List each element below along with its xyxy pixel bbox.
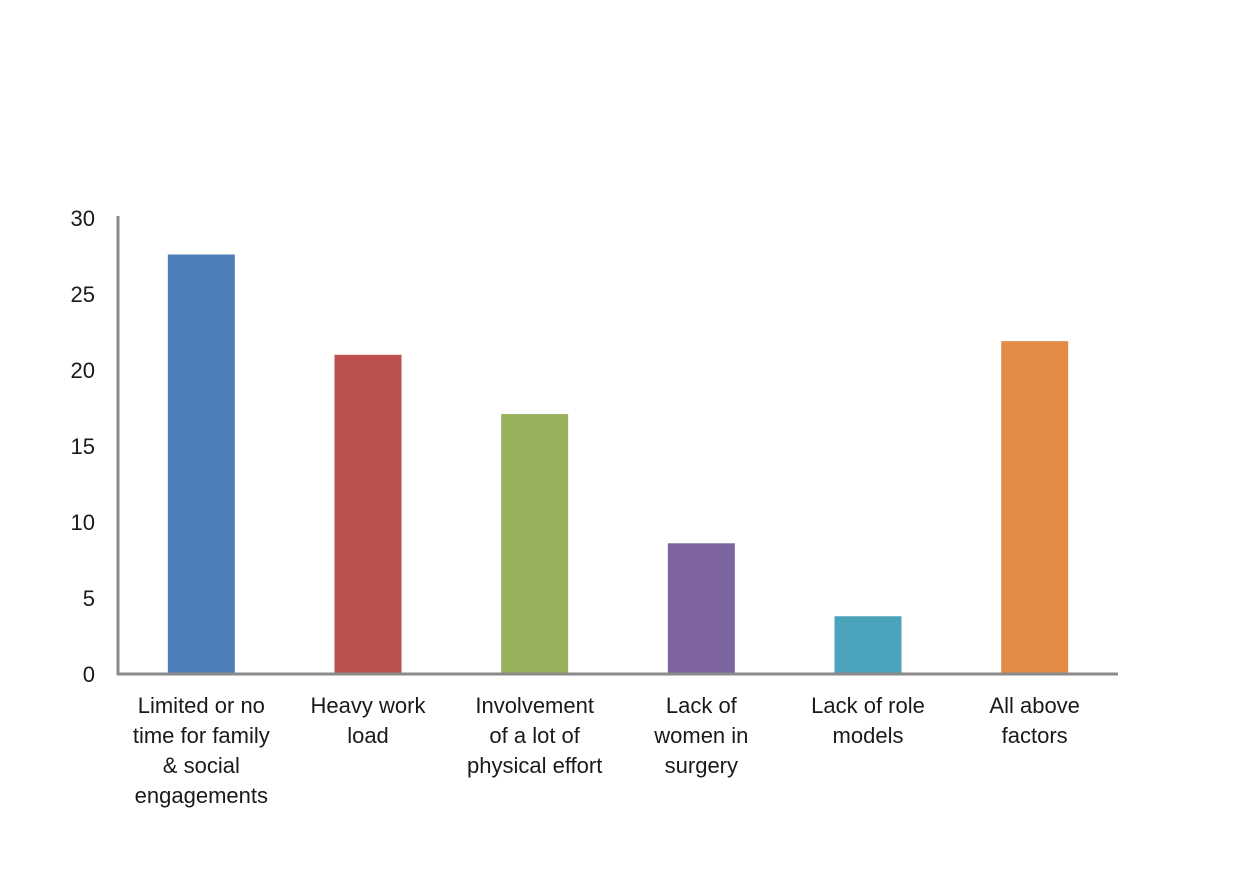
x-tick-label-line: Lack of role (811, 693, 925, 718)
x-tick-label-line: Heavy work (311, 693, 427, 718)
y-tick-label: 10 (71, 510, 95, 535)
y-tick-label: 5 (83, 586, 95, 611)
bar (1001, 341, 1069, 674)
x-tick-label-line: Lack of (666, 693, 738, 718)
bar (501, 414, 569, 674)
x-tick-label-line: Involvement (475, 693, 594, 718)
x-axis-labels: Limited or no time for family & social enga… (133, 693, 1080, 808)
y-tick-label: 30 (71, 206, 95, 231)
x-tick-label-line: engagements (135, 783, 268, 808)
x-tick-label: Lack of women in surgery (653, 693, 748, 778)
x-tick-label-line: & social (163, 753, 240, 778)
bar (667, 543, 735, 674)
x-tick-label-line: Limited or no (138, 693, 265, 718)
x-tick-label: Involvement of a lot of physical effort (467, 693, 602, 778)
y-tick-label: 0 (83, 662, 95, 687)
x-tick-label-line: of a lot of (489, 723, 580, 748)
x-tick-label: Lack of role models (811, 693, 925, 748)
x-tick-label-line: physical effort (467, 753, 602, 778)
x-tick-label: Limited or no time for family & social enga… (133, 693, 270, 808)
x-tick-label-line: time for family (133, 723, 270, 748)
x-tick-label-line: women in (653, 723, 748, 748)
x-tick-label-line: models (833, 723, 904, 748)
y-tick-label: 25 (71, 282, 95, 307)
x-tick-label: All above factors (989, 693, 1080, 748)
bars (167, 254, 1069, 675)
y-axis-ticks: 0 5 10 15 20 25 30 (71, 206, 95, 687)
y-tick-label: 20 (71, 358, 95, 383)
bar (334, 354, 402, 674)
y-tick-label: 15 (71, 434, 95, 459)
bar (167, 254, 235, 675)
x-tick-label-line: All above (989, 693, 1080, 718)
x-tick-label-line: load (347, 723, 389, 748)
x-tick-label: Heavy work load (311, 693, 427, 748)
bar (834, 616, 902, 674)
x-tick-label-line: factors (1002, 723, 1068, 748)
x-tick-label-line: surgery (665, 753, 738, 778)
